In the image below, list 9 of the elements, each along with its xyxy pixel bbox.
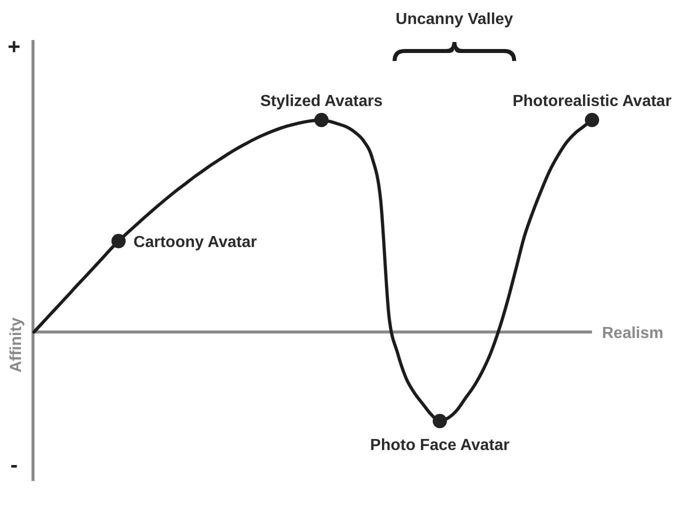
series-label: Photo Face Avatar xyxy=(370,437,510,454)
text: Uncanny Valley xyxy=(396,11,514,28)
text: + xyxy=(8,34,20,59)
series-label: Photorealistic Avatar xyxy=(512,93,672,110)
x-axis-title: Realism xyxy=(602,325,664,342)
text: - xyxy=(10,452,18,477)
series-label: Stylized Avatars xyxy=(260,93,383,110)
y-axis-title: Affinity xyxy=(8,317,25,373)
series-label: Cartoony Avatar xyxy=(134,234,257,252)
